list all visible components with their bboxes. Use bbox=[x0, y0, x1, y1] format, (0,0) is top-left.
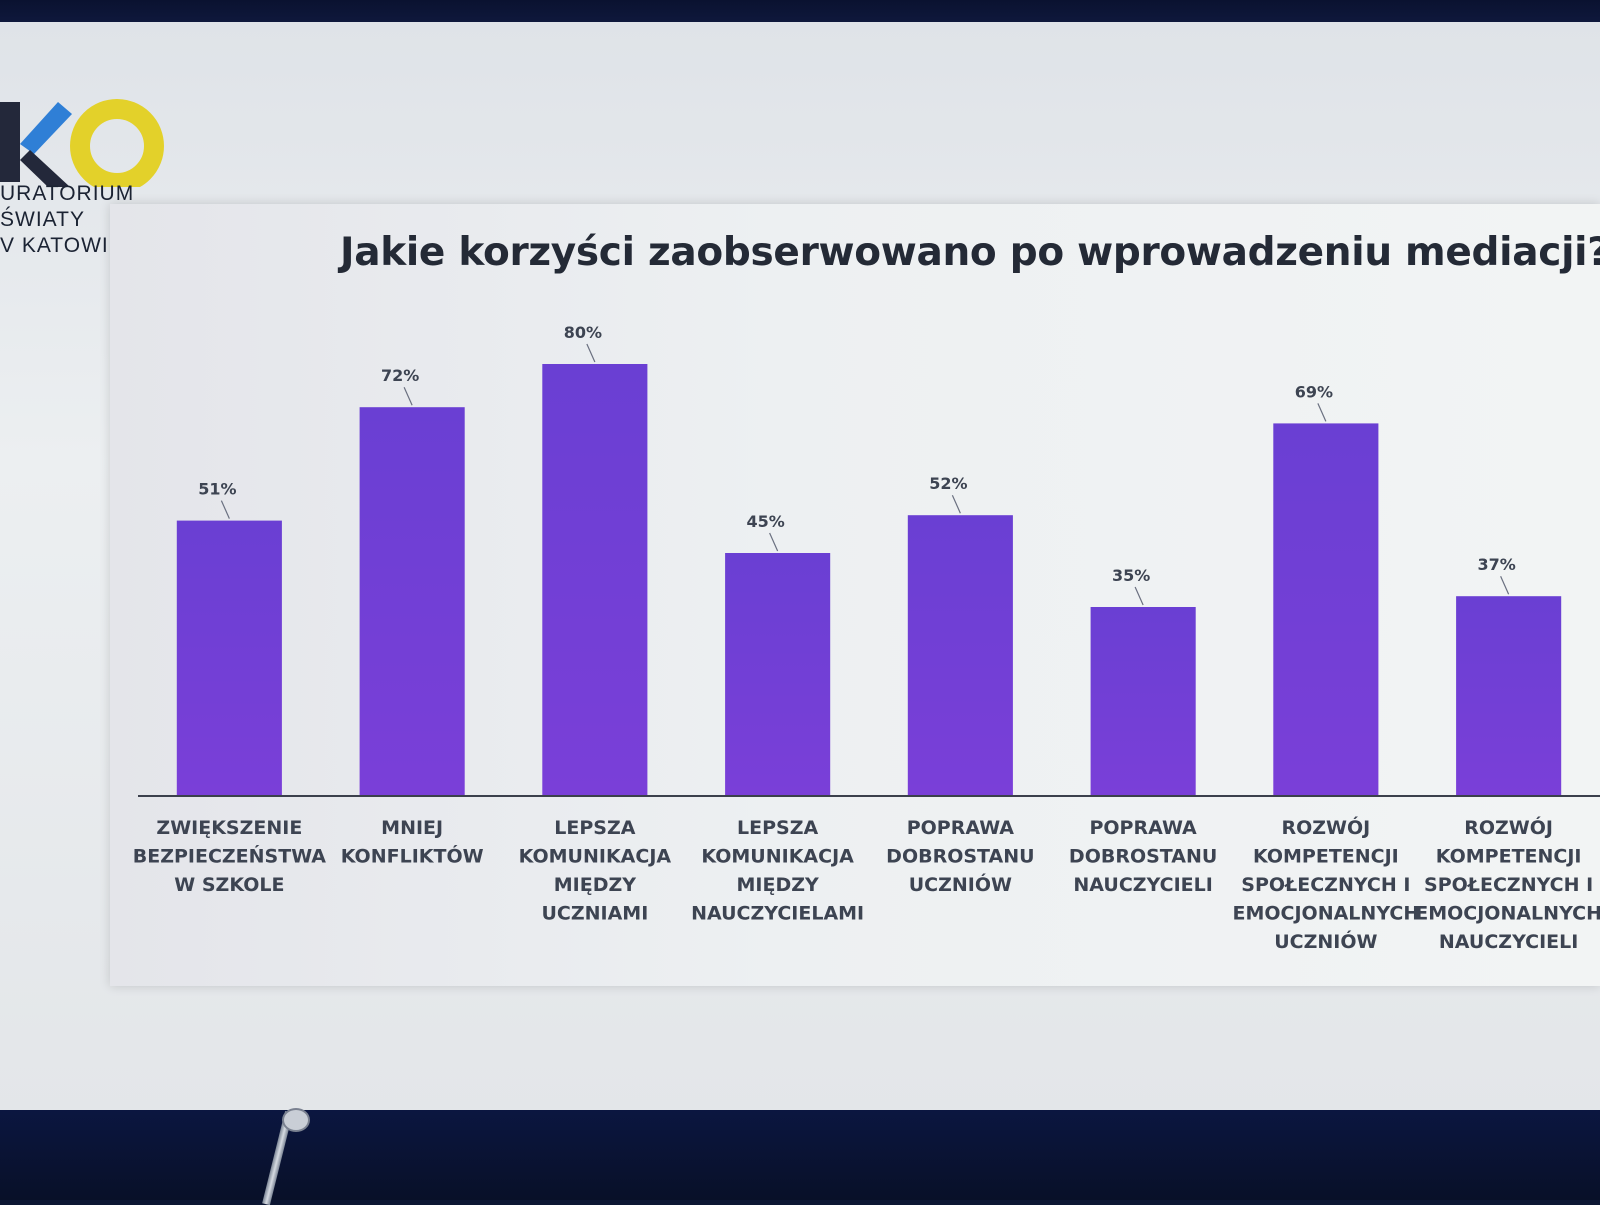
bar-chart: 51% ZWIĘKSZENIE BEZPIECZEŃSTWA W SZKOLE 72% M… bbox=[133, 323, 1600, 953]
value-label-6: 69% bbox=[1295, 382, 1333, 401]
bar-1 bbox=[359, 407, 465, 796]
org-name-line-3: V KATOWI bbox=[0, 234, 109, 257]
value-label-2: 80% bbox=[564, 323, 602, 342]
category-label-3: LEPSZA KOMUNIKACJA MIĘDZY NAUCZYCIELAMI bbox=[691, 817, 864, 925]
bar-6 bbox=[1273, 423, 1379, 796]
stage-bottom-background bbox=[0, 1110, 1600, 1200]
bar-2 bbox=[542, 364, 648, 796]
category-label-6: ROZWÓJ KOMPETENCJI SPOŁECZNYCH I EMOCJONALN… bbox=[1233, 815, 1420, 953]
bar-3 bbox=[725, 553, 831, 796]
microphone-icon bbox=[282, 1108, 310, 1132]
category-label-5: POPRAWA DOBROSTANU NAUCZYCIELI bbox=[1069, 817, 1217, 896]
chart-slide: Jakie korzyści zaobserwowano po wprowadz… bbox=[110, 204, 1600, 986]
value-label-3: 45% bbox=[746, 512, 784, 531]
leader-line-7 bbox=[1500, 575, 1510, 595]
leader-line-1 bbox=[403, 386, 413, 406]
leader-line-5 bbox=[1134, 586, 1144, 606]
value-label-4: 52% bbox=[929, 474, 967, 493]
category-label-1: MNIEJ KONFLIKTÓW bbox=[341, 817, 484, 868]
org-name-line-2: ŚWIATY bbox=[0, 208, 85, 231]
bar-7 bbox=[1456, 596, 1562, 796]
kuratorium-logo bbox=[0, 99, 164, 187]
bar-4 bbox=[907, 515, 1013, 796]
category-label-2: LEPSZA KOMUNIKACJA MIĘDZY UCZNIAMI bbox=[519, 817, 672, 925]
bar-5 bbox=[1090, 607, 1196, 796]
category-label-0: ZWIĘKSZENIE BEZPIECZEŃSTWA W SZKOLE bbox=[133, 817, 327, 896]
value-label-0: 51% bbox=[198, 480, 236, 499]
value-label-7: 37% bbox=[1477, 555, 1515, 574]
leader-line-2 bbox=[586, 343, 596, 363]
value-label-5: 35% bbox=[1112, 566, 1150, 585]
value-label-1: 72% bbox=[381, 366, 419, 385]
leader-line-0 bbox=[220, 500, 230, 519]
chart-title: Jakie korzyści zaobserwowano po wprowadz… bbox=[340, 230, 1600, 275]
projection-screen: URATORIUM ŚWIATY V KATOWI Jakie korzyści… bbox=[0, 22, 1600, 1120]
category-label-7: ROZWÓJ KOMPETENCJI SPOŁECZNYCH I EMOCJONALN… bbox=[1415, 815, 1600, 953]
leader-line-4 bbox=[951, 494, 961, 514]
category-label-4: POPRAWA DOBROSTANU UCZNIÓW bbox=[886, 817, 1034, 896]
leader-line-3 bbox=[769, 532, 779, 552]
leader-line-6 bbox=[1317, 403, 1327, 422]
org-name-line-1: URATORIUM bbox=[0, 182, 135, 205]
bar-0 bbox=[176, 520, 282, 796]
